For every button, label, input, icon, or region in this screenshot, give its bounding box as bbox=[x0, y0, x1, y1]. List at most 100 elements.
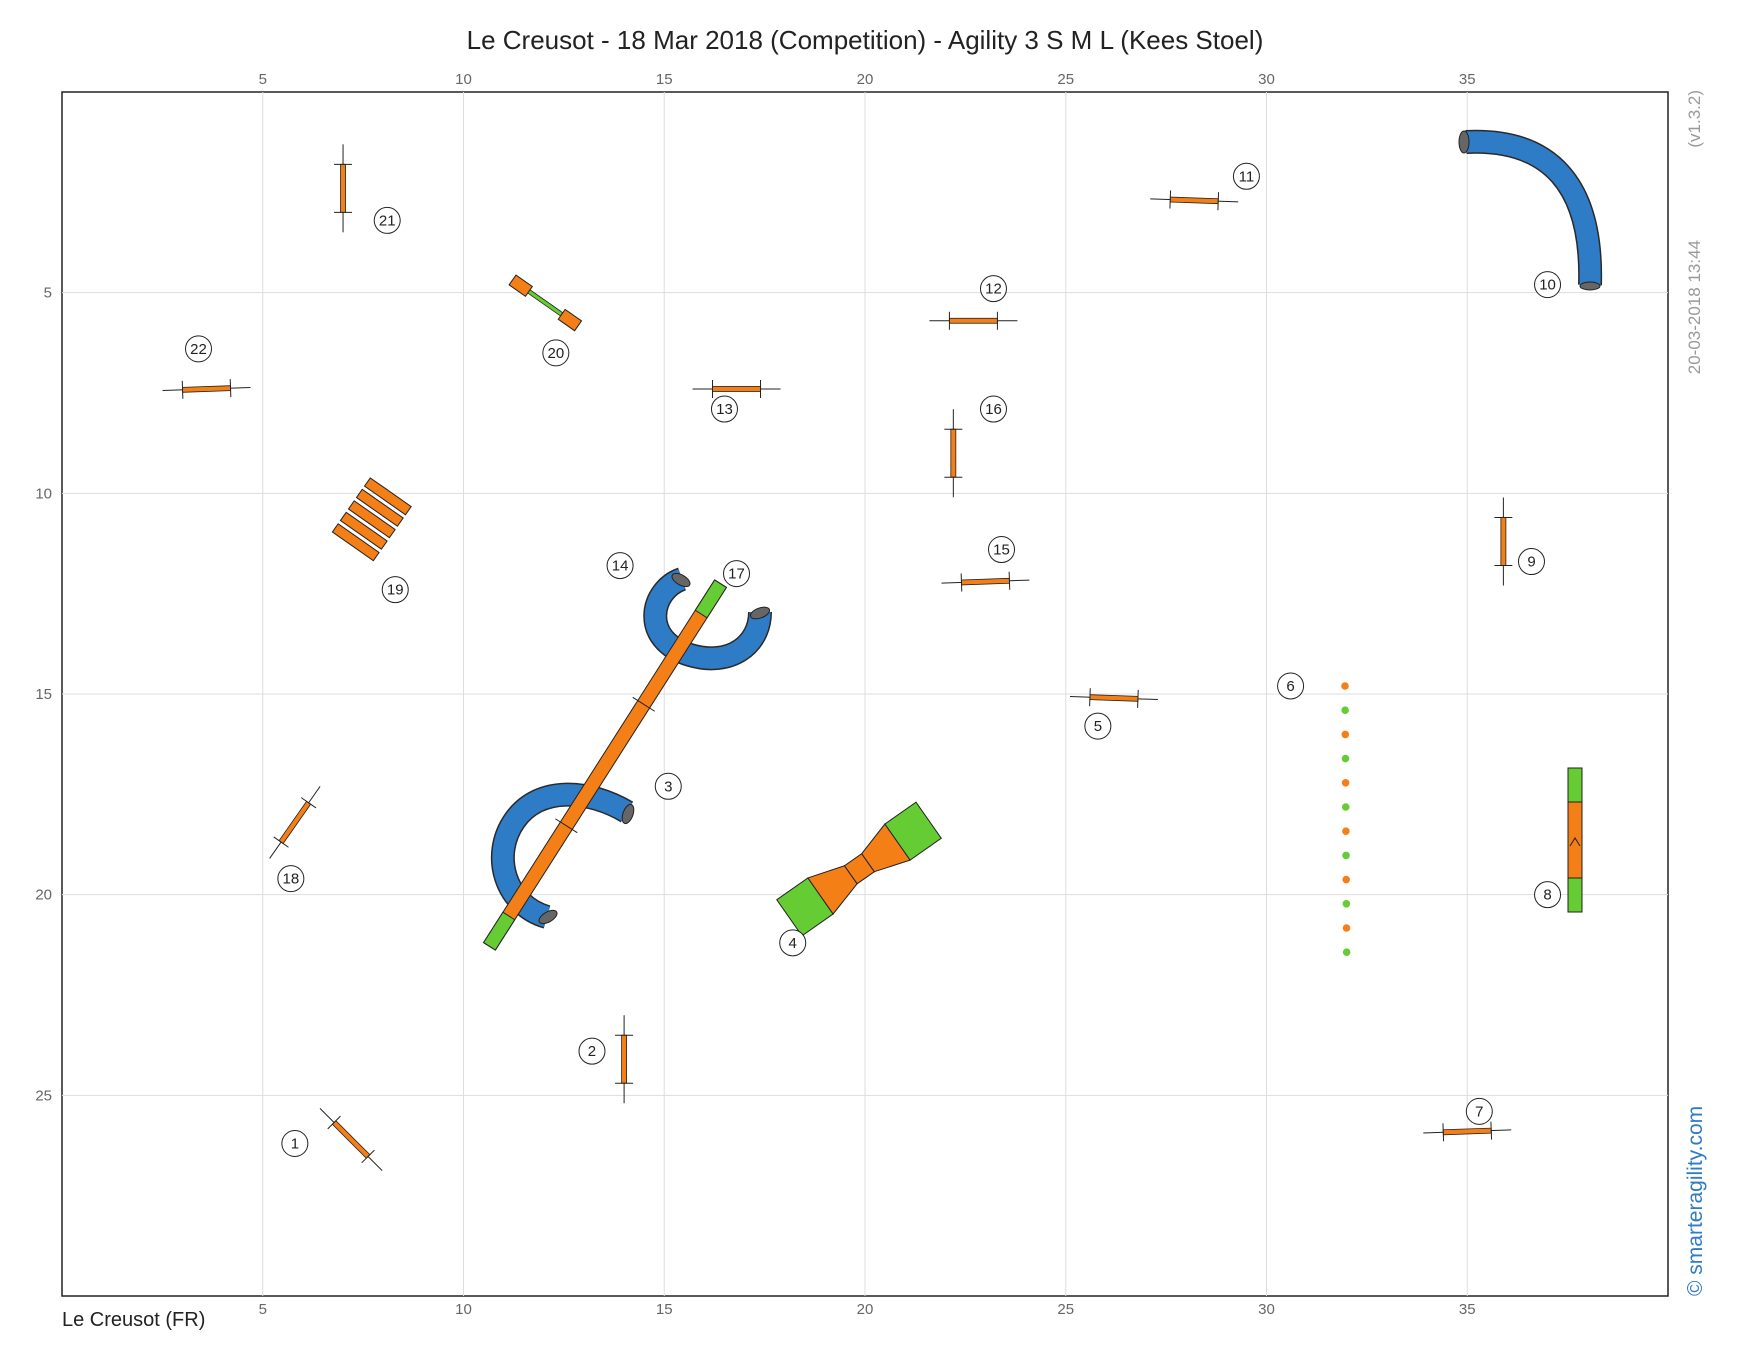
jump-7[interactable] bbox=[1423, 1121, 1512, 1142]
weave-pole bbox=[1341, 779, 1350, 787]
tunnel-14[interactable] bbox=[643, 567, 772, 671]
x-tick-label: 25 bbox=[1057, 71, 1074, 88]
number-text: 12 bbox=[985, 281, 1002, 298]
number-text: 15 bbox=[993, 542, 1010, 559]
x-tick-label: 20 bbox=[857, 71, 874, 88]
number-text: 4 bbox=[789, 935, 797, 952]
number-label-22: 22 bbox=[185, 335, 213, 363]
jump-16[interactable] bbox=[944, 409, 963, 498]
dog-walk[interactable] bbox=[479, 577, 732, 954]
number-label-12: 12 bbox=[979, 275, 1007, 303]
jump-12[interactable] bbox=[929, 311, 1018, 330]
number-label-5: 5 bbox=[1084, 712, 1112, 740]
jump-13[interactable] bbox=[692, 379, 781, 398]
x-tick-label-bottom: 35 bbox=[1459, 1301, 1476, 1318]
number-text: 19 bbox=[387, 582, 404, 599]
jump-1[interactable] bbox=[314, 1102, 389, 1177]
number-label-8: 8 bbox=[1534, 881, 1562, 909]
weave-pole bbox=[1342, 851, 1350, 860]
number-text: 5 bbox=[1094, 718, 1102, 735]
number-text: 13 bbox=[716, 401, 733, 418]
x-tick-label-bottom: 10 bbox=[455, 1301, 472, 1318]
weave-pole bbox=[1341, 682, 1349, 690]
jump-2[interactable] bbox=[615, 1015, 634, 1104]
number-text: 22 bbox=[190, 341, 207, 358]
number-label-2: 2 bbox=[578, 1037, 606, 1065]
x-axis: 5 5 10 10 15 15 20 20 25 25 30 30 35 35 bbox=[259, 71, 1476, 1318]
number-label-9: 9 bbox=[1517, 548, 1545, 576]
weave-pole bbox=[1342, 875, 1350, 884]
number-text: 20 bbox=[548, 345, 565, 362]
number-text: 11 bbox=[1239, 168, 1255, 185]
number-label-15: 15 bbox=[988, 536, 1016, 564]
number-label-7: 7 bbox=[1465, 1097, 1493, 1125]
number-text: 14 bbox=[612, 558, 629, 575]
number-label-18: 18 bbox=[277, 865, 305, 893]
number-text: 16 bbox=[985, 401, 1002, 418]
number-label-19: 19 bbox=[381, 576, 409, 604]
jump-11[interactable] bbox=[1150, 190, 1239, 211]
jumps bbox=[162, 144, 1513, 1177]
jump-18[interactable] bbox=[262, 781, 327, 863]
grid bbox=[62, 92, 1668, 1296]
number-label-13: 13 bbox=[710, 395, 738, 423]
number-text: 6 bbox=[1286, 678, 1294, 695]
weave-pole bbox=[1341, 803, 1350, 811]
number-label-1: 1 bbox=[281, 1129, 309, 1157]
number-label-20: 20 bbox=[542, 339, 570, 367]
jump-15[interactable] bbox=[941, 571, 1030, 592]
y-tick-label: 10 bbox=[35, 485, 52, 502]
side-info: (v1.3.2) bbox=[1685, 90, 1704, 148]
number-text: 10 bbox=[1539, 277, 1556, 294]
x-tick-label: 15 bbox=[656, 71, 673, 88]
jump-22[interactable] bbox=[162, 378, 251, 399]
x-tick-label-bottom: 20 bbox=[857, 1301, 874, 1318]
number-text: 8 bbox=[1543, 887, 1551, 904]
x-tick-label-bottom: 30 bbox=[1258, 1301, 1275, 1318]
seesaw-8[interactable] bbox=[1567, 767, 1583, 913]
y-tick-label: 15 bbox=[35, 686, 52, 703]
number-text: 9 bbox=[1527, 554, 1535, 571]
number-label-3: 3 bbox=[654, 772, 682, 800]
x-tick-label: 35 bbox=[1459, 71, 1476, 88]
x-tick-label-bottom: 25 bbox=[1057, 1301, 1074, 1318]
number-label-16: 16 bbox=[979, 395, 1007, 423]
number-text: 21 bbox=[379, 212, 396, 229]
x-tick-label: 10 bbox=[455, 71, 472, 88]
jump-21[interactable] bbox=[334, 144, 353, 233]
page-title: Le Creusot - 18 Mar 2018 (Competition) -… bbox=[467, 25, 1264, 55]
number-label-11: 11 bbox=[1232, 162, 1260, 190]
weave-pole bbox=[1341, 754, 1350, 763]
number-text: 1 bbox=[291, 1135, 299, 1152]
x-tick-label: 5 bbox=[259, 71, 267, 88]
y-tick-label: 20 bbox=[35, 887, 52, 904]
weave-pole bbox=[1341, 730, 1350, 739]
location-label: Le Creusot (FR) bbox=[62, 1309, 205, 1331]
weave-pole bbox=[1342, 900, 1351, 908]
number-text: 7 bbox=[1475, 1103, 1483, 1120]
number-text: 18 bbox=[283, 871, 300, 888]
weave-poles-6[interactable] bbox=[1341, 682, 1351, 956]
number-text: 17 bbox=[728, 566, 745, 583]
y-tick-label: 25 bbox=[35, 1087, 52, 1104]
timestamp-label: 20-03-2018 13:44 bbox=[1685, 240, 1704, 374]
number-label-10: 10 bbox=[1534, 271, 1562, 299]
a-frame-4[interactable] bbox=[776, 801, 942, 937]
number-label-21: 21 bbox=[373, 206, 401, 234]
tunnel-10[interactable] bbox=[1458, 129, 1603, 291]
y-tick-label: 5 bbox=[44, 285, 52, 302]
number-label-4: 4 bbox=[779, 929, 807, 957]
version-label: (v1.3.2) bbox=[1685, 90, 1704, 148]
jump-5[interactable] bbox=[1069, 687, 1159, 708]
jump-9[interactable] bbox=[1494, 497, 1513, 586]
brand-label[interactable]: © smarteragility.com bbox=[1684, 1106, 1707, 1296]
timestamp-wrap: 20-03-2018 13:44 bbox=[1685, 240, 1704, 374]
tire-20[interactable] bbox=[508, 274, 583, 332]
x-tick-label: 30 bbox=[1258, 71, 1275, 88]
y-axis: 5 10 15 20 25 bbox=[35, 285, 52, 1105]
weave-pole bbox=[1342, 827, 1350, 835]
long-jump-19[interactable] bbox=[331, 477, 412, 562]
number-label-6: 6 bbox=[1277, 672, 1305, 700]
